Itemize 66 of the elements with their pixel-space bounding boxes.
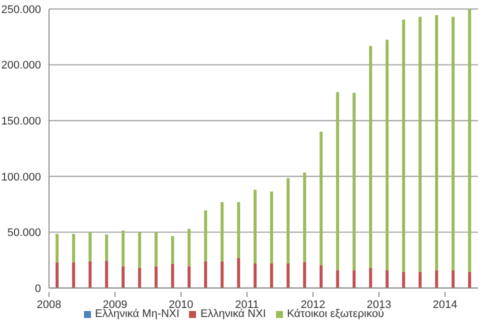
legend-label: Ελληνικά ΝΧΙ: [200, 308, 266, 320]
bar: [105, 260, 108, 288]
bar: [369, 268, 372, 288]
bar: [270, 263, 274, 288]
bar: [286, 178, 290, 264]
y-tick-label: 250.000: [1, 4, 41, 16]
bar: [220, 261, 224, 288]
bar: [270, 191, 274, 264]
bar: [138, 232, 142, 268]
bar: [254, 263, 257, 288]
bar: [468, 272, 472, 288]
bar: [435, 15, 438, 270]
x-tick-label: 2014: [432, 299, 458, 311]
bar: [220, 202, 224, 262]
legend-label: Κάτοικοι εξωτερικού: [286, 308, 384, 320]
bar: [72, 262, 76, 288]
bar: [237, 202, 240, 258]
bar: [418, 272, 422, 288]
bar: [303, 262, 306, 288]
x-tick-label: 2013: [366, 299, 392, 311]
bar: [336, 270, 340, 288]
bar: [435, 270, 438, 288]
bar: [336, 92, 340, 270]
bar: [56, 262, 59, 288]
legend-label: Ελληνικά Μη-ΝΧΙ: [94, 308, 180, 320]
bar: [122, 230, 125, 266]
bar: [286, 263, 290, 288]
bar: [122, 266, 125, 288]
bar: [386, 40, 389, 270]
y-tick-label: 50.000: [7, 227, 41, 240]
bar: [452, 16, 455, 270]
bar: [402, 20, 406, 272]
bar: [56, 234, 59, 262]
bar: [452, 270, 455, 288]
bar: [171, 236, 174, 264]
bar: [386, 270, 389, 288]
y-tick-label: 100.000: [1, 171, 41, 184]
bar: [138, 268, 142, 288]
bar: [188, 266, 191, 288]
y-tick-label: 150.000: [1, 116, 41, 128]
bar: [72, 234, 76, 262]
bar: [204, 261, 208, 288]
bar: [204, 210, 208, 262]
bar: [320, 132, 323, 266]
bar: [88, 261, 92, 288]
bar: [254, 190, 257, 264]
bar: [352, 270, 356, 288]
bar: [320, 265, 323, 288]
bar: [237, 258, 240, 288]
bar: [88, 232, 92, 262]
bar: [105, 234, 108, 261]
y-tick-label: 0: [34, 282, 41, 295]
bar: [369, 46, 372, 268]
bar: [418, 16, 422, 272]
bar: [468, 9, 472, 272]
bar: [171, 264, 174, 288]
bar: [303, 172, 306, 262]
x-tick-label: 2008: [36, 299, 62, 311]
bar: [402, 272, 406, 288]
bar: [352, 92, 356, 270]
bar: [154, 266, 158, 288]
y-tick-label: 200.000: [1, 60, 41, 72]
bar: [188, 228, 191, 266]
bar: [154, 232, 158, 266]
x-tick-label: 2010: [168, 299, 194, 311]
x-tick-label: 2012: [300, 299, 326, 311]
